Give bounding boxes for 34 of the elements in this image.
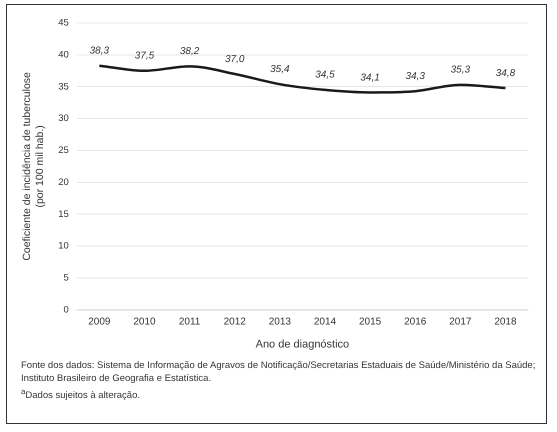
y-tick-label: 40 bbox=[58, 49, 69, 60]
x-tick-label: 2010 bbox=[133, 316, 156, 328]
y-tick-label: 20 bbox=[58, 176, 69, 188]
data-label: 34,1 bbox=[360, 72, 380, 84]
x-axis-title: Ano de diagnóstico bbox=[256, 338, 350, 350]
y-tick-label: 0 bbox=[63, 304, 69, 316]
y-tick-label: 35 bbox=[58, 81, 69, 92]
x-tick-label: 2014 bbox=[314, 316, 337, 328]
x-tick-label: 2015 bbox=[358, 316, 382, 328]
x-tick-label: 2018 bbox=[494, 316, 517, 328]
data-label: 38,3 bbox=[90, 45, 110, 56]
x-tick-label: 2017 bbox=[449, 316, 472, 328]
data-label: 34,5 bbox=[315, 70, 336, 81]
y-tick-label: 30 bbox=[58, 113, 69, 124]
source-note: Fonte dos dados: Sistema de Informação de Agravos de Notificação/Secretarias Estaduais de Saúde/Ministério da Saúde; Instituto Brasileiro de Geografia e Estatística. bbox=[21, 359, 536, 385]
data-label: 34,3 bbox=[405, 70, 426, 82]
y-tick-label: 15 bbox=[58, 208, 69, 220]
y-tick-label: 10 bbox=[58, 240, 69, 252]
x-tick-label: 2016 bbox=[404, 316, 427, 328]
y-tick-label: 25 bbox=[58, 145, 69, 156]
data-label: 35,4 bbox=[270, 64, 290, 75]
y-axis-title: Coeficiente de incidência de tuberculose (por 100 mil hab.) bbox=[21, 72, 46, 261]
y-tick-label: 45 bbox=[58, 18, 69, 29]
y-tick-label: 5 bbox=[63, 272, 69, 284]
x-tick-label: 2013 bbox=[268, 316, 292, 328]
text: $^{a}$Dados sujeitos à alteração. bbox=[21, 386, 141, 402]
x-tick-label: 2011 bbox=[178, 316, 201, 328]
x-tick-label: 2012 bbox=[224, 316, 246, 328]
data-label: 38,2 bbox=[180, 46, 200, 58]
data-label: 34,8 bbox=[496, 68, 516, 79]
data-label: 37,0 bbox=[224, 54, 245, 65]
x-tick-label: 2009 bbox=[88, 316, 111, 328]
data-label: 37,5 bbox=[134, 50, 155, 62]
data-label: 35,3 bbox=[450, 64, 470, 76]
